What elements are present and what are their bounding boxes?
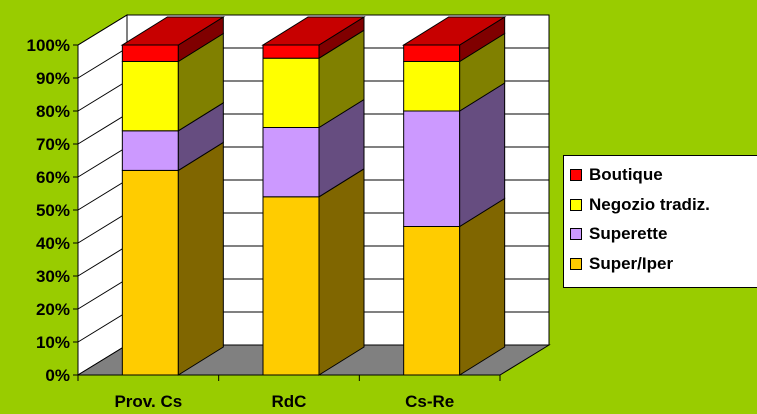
bar-segment-side <box>459 197 506 376</box>
axes <box>73 44 501 381</box>
bar-segment-front <box>121 61 179 132</box>
y-tick-label: 70% <box>36 135 70 154</box>
legend-swatch <box>570 198 582 211</box>
bar-segment-front <box>403 110 461 227</box>
y-tick-label: 30% <box>36 267 70 286</box>
x-category-label: Prov. Cs <box>114 392 182 411</box>
y-tick-label: 40% <box>36 234 70 253</box>
legend-item: Super/Iper <box>570 254 673 274</box>
bar-segment-front <box>121 44 179 62</box>
legend-label: Negozio tradiz. <box>589 194 710 214</box>
bar-segment-front <box>121 130 179 171</box>
y-tick-label: 10% <box>36 333 70 352</box>
legend-swatch <box>570 228 582 240</box>
y-tick-label: 100% <box>27 36 70 55</box>
bar-segment-front <box>403 226 461 376</box>
bar-segment-front <box>262 44 320 59</box>
bar-segment-front <box>403 61 461 112</box>
legend-swatch <box>570 169 582 181</box>
legend-label: Superette <box>589 224 668 243</box>
legend: Boutique Negozio tradiz. Superette Super/Ip… <box>563 155 757 288</box>
bar-segment-top <box>401 16 507 46</box>
bars <box>120 16 507 376</box>
bar-segment-top <box>261 16 366 46</box>
legend-label: Boutique <box>589 165 663 184</box>
legend-label: Super/Iper <box>589 253 674 273</box>
bar-segment-top <box>120 16 226 46</box>
bar-segment-front <box>262 57 320 129</box>
legend-item: Negozio tradiz. <box>570 195 710 215</box>
legend-item: Superette <box>570 224 667 244</box>
x-category-label: Cs-Re <box>405 392 454 411</box>
bar-segment-front <box>121 169 179 376</box>
bar-segment-side <box>318 167 365 376</box>
y-tick-label: 90% <box>36 69 70 88</box>
x-category-label: RdC <box>272 392 307 411</box>
y-tick-label: 80% <box>36 102 70 121</box>
bar-segment-side <box>177 141 224 376</box>
bar-segment-front <box>262 127 320 198</box>
legend-item: Boutique <box>570 165 663 185</box>
y-axis-tick-labels: 0% 10% 20% 30% 40% 50% 60% 70% 80% 90% 100% <box>27 36 70 385</box>
y-tick-label: 20% <box>36 300 70 319</box>
y-tick-label: 60% <box>36 168 70 187</box>
gridline <box>77 14 549 46</box>
bar-segment-front <box>403 44 461 62</box>
y-tick-label: 50% <box>36 201 70 220</box>
bar-segment-front <box>262 196 320 376</box>
legend-swatch <box>570 257 582 270</box>
x-axis-category-labels: Prov. Cs RdC Cs-Re <box>114 392 454 411</box>
y-tick-label: 0% <box>45 366 70 385</box>
